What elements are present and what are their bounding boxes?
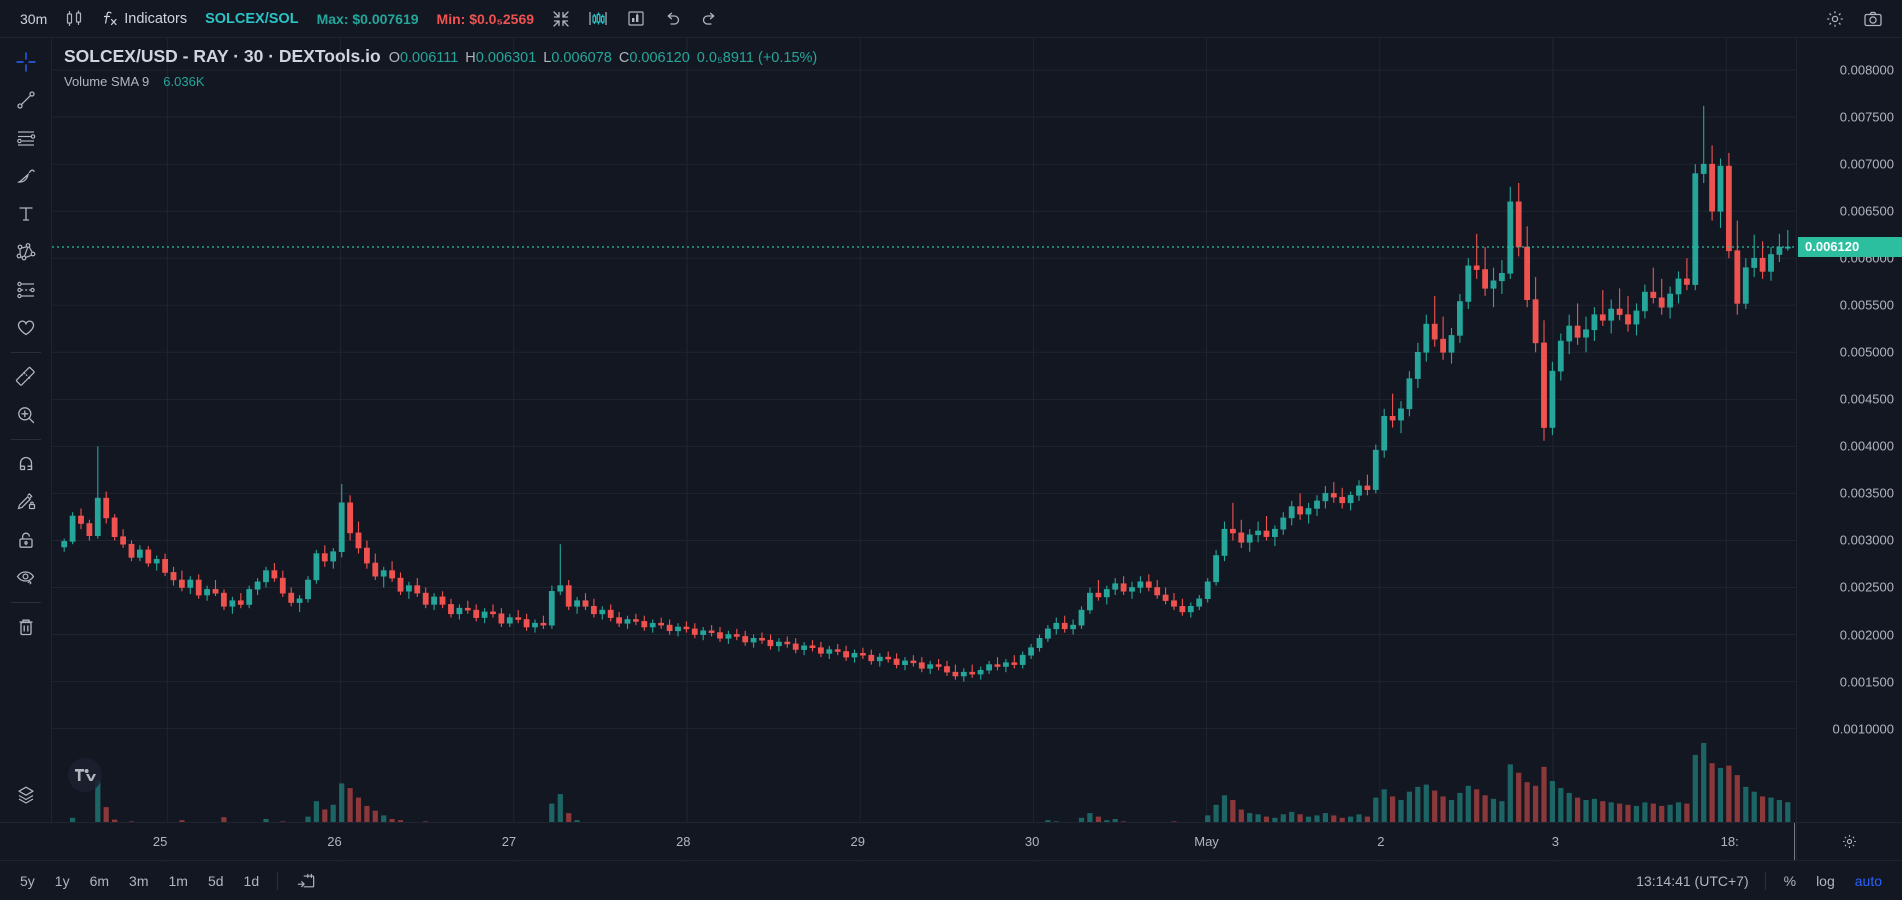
- toolbar-divider-2: [10, 439, 41, 440]
- chart-settings-button[interactable]: [1816, 5, 1854, 33]
- chart-pane[interactable]: SOLCEX/USD - RAY · 30 · DEXTools.io O0.0…: [52, 38, 1796, 862]
- chart-body: SOLCEX/USD - RAY · 30 · DEXTools.io O0.0…: [0, 38, 1902, 862]
- time-axis-label: 29: [850, 834, 865, 849]
- chart-style-button[interactable]: [57, 5, 92, 33]
- range-1y[interactable]: 1y: [54, 872, 70, 889]
- price-axis-label: 0.007000: [1839, 156, 1894, 172]
- range-1d[interactable]: 1d: [243, 872, 260, 889]
- tradingview-logo: [68, 758, 102, 792]
- toolbar-divider: [10, 352, 41, 353]
- hide-drawings-tool[interactable]: [7, 559, 45, 597]
- forecast-tool[interactable]: [7, 271, 45, 309]
- measure-tool[interactable]: [7, 358, 45, 396]
- patterns-tool[interactable]: [7, 233, 45, 271]
- range-6m[interactable]: 6m: [89, 872, 110, 889]
- brush-tool[interactable]: [7, 157, 45, 195]
- time-axis-label: 26: [327, 834, 342, 849]
- time-axis-current-divider: [1794, 823, 1795, 860]
- auto-scale-button[interactable]: auto: [1854, 872, 1882, 889]
- indicators-label: Indicators: [124, 10, 188, 27]
- current-price-badge: 0.006120: [1798, 236, 1902, 257]
- clock-label[interactable]: 13:14:41 (UTC+7): [1636, 872, 1749, 889]
- price-axis-label: 0.0010000: [1832, 721, 1894, 737]
- range-3m[interactable]: 3m: [129, 872, 149, 889]
- volume-indicator-button[interactable]: [617, 5, 655, 33]
- symbol-label: SOLCEX/SOL: [205, 10, 299, 27]
- time-axis-label: 25: [152, 834, 168, 849]
- indicators-button[interactable]: Indicators: [92, 5, 196, 33]
- price-axis-label: 0.008000: [1839, 62, 1894, 78]
- remove-drawings-tool[interactable]: [7, 608, 45, 646]
- object-tree-button[interactable]: [7, 776, 45, 814]
- volume-bars-icon: [626, 9, 646, 28]
- price-axis-label: 0.005000: [1839, 344, 1894, 360]
- price-axis-label: 0.003500: [1839, 485, 1894, 501]
- max-price-label: Max: $0.007619: [308, 5, 428, 33]
- left-drawing-toolbar: [0, 38, 52, 822]
- time-axis-label: May: [1194, 834, 1219, 849]
- emoji-tool[interactable]: [7, 309, 45, 347]
- range-5d[interactable]: 5d: [207, 872, 224, 889]
- bottombar-divider: [277, 871, 279, 890]
- time-axis-label: 3: [1551, 834, 1559, 849]
- bottombar-divider-2: [1764, 871, 1766, 890]
- chart-canvas[interactable]: [52, 38, 1796, 862]
- redo-icon: [700, 10, 718, 28]
- min-price-label: Min: $0.0₅2569: [428, 5, 543, 33]
- candlestick-icon: [66, 9, 83, 28]
- time-axis-label: 18:: [1720, 834, 1739, 849]
- toolbar-divider-3: [10, 602, 41, 603]
- camera-icon: [1863, 9, 1883, 29]
- price-axis-label: 0.001500: [1839, 674, 1894, 690]
- snapshot-button[interactable]: [1854, 5, 1892, 33]
- drawing-mode-tool[interactable]: [7, 483, 45, 521]
- magnet-tool[interactable]: [7, 445, 45, 483]
- calendar-goto-icon: [296, 872, 316, 890]
- percent-scale-button[interactable]: %: [1783, 872, 1797, 889]
- price-axis-label: 0.003000: [1839, 532, 1894, 548]
- time-axis[interactable]: 25 26 27 28 29 30 May 2 3 18:: [0, 822, 1902, 860]
- log-scale-button[interactable]: log: [1816, 872, 1835, 889]
- price-axis-label: 0.002000: [1839, 627, 1894, 643]
- price-axis-label: 0.005500: [1839, 297, 1894, 313]
- range-5y[interactable]: 5y: [20, 872, 35, 889]
- fullscreen-toggle-button[interactable]: [543, 5, 579, 33]
- time-axis-label: 2: [1377, 834, 1385, 849]
- range-1m[interactable]: 1m: [168, 872, 188, 889]
- gear-icon: [1825, 9, 1845, 29]
- time-axis-labels[interactable]: 25 26 27 28 29 30 May 2 3 18:: [0, 823, 1796, 860]
- bar-chart-icon: [588, 9, 608, 28]
- symbol-button[interactable]: SOLCEX/SOL: [196, 5, 307, 33]
- time-axis-label: 30: [1024, 834, 1040, 849]
- undo-button[interactable]: [655, 5, 691, 33]
- go-to-date-button[interactable]: [287, 868, 325, 894]
- collapse-icon: [552, 10, 570, 28]
- text-tool[interactable]: [7, 195, 45, 233]
- crosshair-tool[interactable]: [7, 43, 45, 81]
- time-axis-label: 27: [501, 834, 517, 849]
- top-toolbar: 30m Indicators SOLCEX/SOL: [0, 0, 1902, 38]
- time-axis-settings-button[interactable]: [1796, 823, 1902, 860]
- trend-line-tool[interactable]: [7, 81, 45, 119]
- price-axis-label: 0.006500: [1839, 203, 1894, 219]
- redo-button[interactable]: [691, 5, 727, 33]
- min-price-text: Min: $0.0₅2569: [436, 10, 535, 27]
- interval-button[interactable]: 30m: [10, 5, 57, 33]
- time-axis-label: 28: [676, 834, 691, 849]
- chart-type-button[interactable]: [579, 5, 617, 33]
- price-axis-label: 0.004500: [1839, 391, 1894, 407]
- price-axis-label: 0.007500: [1839, 109, 1894, 125]
- price-axis-label: 0.004000: [1839, 438, 1894, 454]
- max-price-text: Max: $0.007619: [316, 10, 419, 27]
- undo-icon: [664, 10, 682, 28]
- zoom-in-tool[interactable]: [7, 396, 45, 434]
- lock-drawings-tool[interactable]: [7, 521, 45, 559]
- fx-icon: [101, 9, 119, 28]
- price-axis[interactable]: 0.008000 0.007500 0.007000 0.006500 0.006000…: [1796, 38, 1902, 844]
- bottom-toolbar: 5y 1y 6m 3m 1m 5d 1d 13:14:41 (UTC+7) % …: [0, 860, 1902, 900]
- interval-label: 30m: [20, 10, 48, 27]
- price-axis-label: 0.002500: [1839, 579, 1894, 595]
- horizontal-lines-tool[interactable]: [7, 119, 45, 157]
